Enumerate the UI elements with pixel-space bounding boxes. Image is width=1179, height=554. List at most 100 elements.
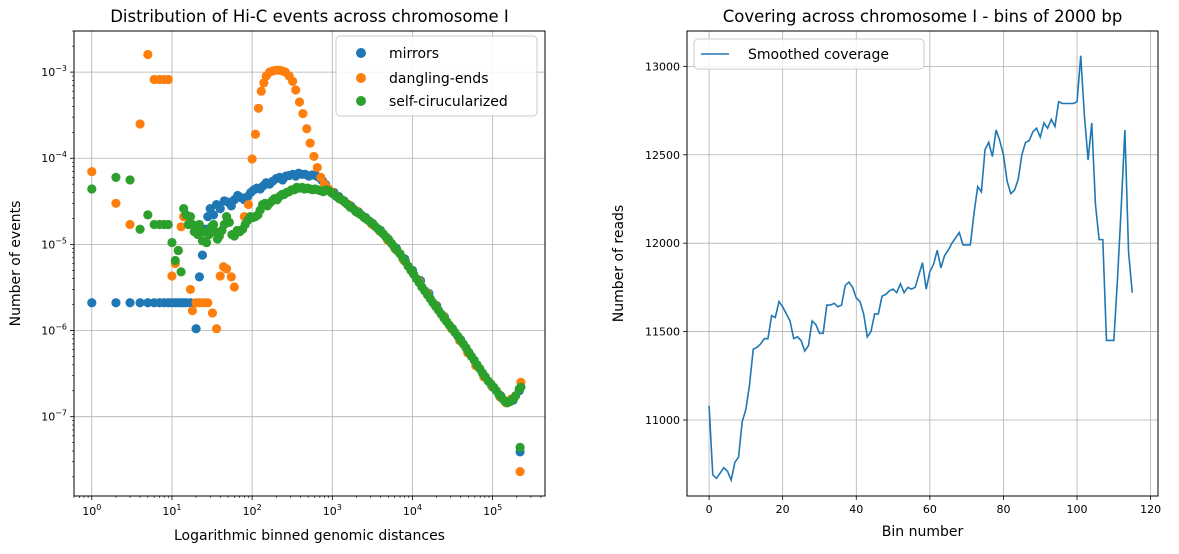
scatter-point-dangling-ends [226, 272, 236, 282]
scatter-point-self-circularized [163, 219, 173, 230]
scatter-point-dangling-ends [515, 467, 525, 477]
legend-marker-mirrors [356, 48, 366, 58]
scatter-point-dangling-ends [203, 298, 213, 308]
left-y-tick-label: 10−6 [41, 323, 67, 338]
right-legend-box [693, 38, 925, 70]
scatter-point-self-circularized [194, 219, 205, 230]
scatter-point-self-circularized [201, 237, 212, 248]
scatter-point-dangling-ends [176, 222, 186, 232]
hic-distribution-chart: 100 101 102 103 104 105 10−7 10−6 10−5 10−4 10−3 D… [8, 7, 546, 544]
legend-marker-dangling-ends [356, 73, 366, 83]
scatter-point-self-circularized [511, 391, 521, 401]
right-legend: Smoothed coverage [693, 38, 925, 70]
right-x-axis-label: Bin number [882, 524, 964, 540]
scatter-point-self-circularized [515, 442, 525, 452]
scatter-point-self-circularized [173, 245, 183, 256]
legend-label-smoothed-coverage: Smoothed coverage [748, 47, 889, 63]
scatter-point-dangling-ends [288, 76, 298, 86]
scatter-point-self-circularized [516, 382, 526, 392]
scatter-point-dangling-ends [215, 271, 225, 281]
right-x-tick-label: 120 [1140, 503, 1161, 516]
scatter-point-mirrors [194, 272, 205, 282]
scatter-point-self-circularized [125, 175, 135, 185]
scatter-point-mirrors [87, 298, 97, 308]
left-x-tick-label: 100 [82, 503, 101, 518]
left-x-tick-label: 104 [403, 503, 422, 518]
left-x-tick-label: 101 [162, 503, 181, 518]
scatter-point-dangling-ends [253, 103, 264, 113]
right-y-tick-label: 13000 [645, 60, 680, 73]
scatter-point-self-circularized [143, 210, 153, 220]
right-axes-frame [686, 30, 1159, 497]
left-legend-box [335, 35, 538, 117]
scatter-point-self-circularized [170, 255, 180, 266]
scatter-point-dangling-ends [294, 97, 305, 107]
left-y-tick-label: 10−4 [41, 150, 67, 165]
scatter-point-dangling-ends [143, 49, 153, 60]
scatter-point-dangling-ends [211, 324, 222, 334]
right-y-tick-label: 11500 [645, 326, 680, 339]
right-x-tick-label: 0 [706, 503, 713, 516]
left-y-axis-label: Number of events [8, 201, 24, 327]
scatter-point-mirrors [191, 324, 201, 334]
left-ticks: 100 101 102 103 104 105 10−7 10−6 10−5 10−4 10−3 [41, 30, 542, 518]
right-x-tick-label: 80 [996, 503, 1010, 516]
legend-label-mirrors: mirrors [389, 46, 439, 62]
left-x-tick-label: 102 [243, 503, 262, 518]
left-x-tick-label: 105 [483, 503, 502, 518]
scatter-point-dangling-ends [187, 306, 198, 316]
legend-marker-self-circularized [356, 96, 366, 106]
right-x-tick-label: 100 [1067, 503, 1088, 516]
scatter-point-dangling-ends [243, 199, 254, 210]
right-chart-title: Covering across chromosome I - bins of 2… [723, 7, 1123, 26]
left-scatter-points [87, 49, 526, 477]
scatter-point-dangling-ends [111, 198, 121, 208]
left-y-tick-label: 10−3 [41, 64, 67, 79]
left-y-tick-label: 10−7 [41, 409, 67, 424]
right-ticks: 0 20 40 60 80 100 120 11000 11500 12000 12500 13000 [645, 60, 1161, 516]
right-x-tick-label: 40 [849, 503, 863, 516]
scatter-point-mirrors [215, 204, 225, 214]
scatter-point-dangling-ends [163, 74, 173, 85]
scatter-point-dangling-ends [250, 129, 261, 139]
scatter-point-dangling-ends [316, 172, 326, 182]
scatter-point-mirrors [208, 210, 219, 220]
scatter-point-self-circularized [185, 212, 196, 222]
scatter-point-self-circularized [208, 219, 219, 230]
scatter-point-mirrors [143, 298, 153, 308]
legend-label-dangling-ends: dangling-ends [389, 71, 488, 87]
left-x-axis-label: Logarithmic binned genomic distances [174, 528, 445, 544]
scatter-point-self-circularized [111, 172, 121, 182]
scatter-point-dangling-ends [256, 86, 266, 96]
scatter-point-dangling-ends [309, 151, 319, 162]
scatter-point-self-circularized [224, 217, 234, 227]
scatter-point-dangling-ends [298, 108, 308, 119]
scatter-point-mirrors [111, 298, 121, 308]
scatter-point-dangling-ends [305, 138, 315, 148]
left-chart-title: Distribution of Hi-C events across chrom… [110, 7, 509, 26]
scatter-point-dangling-ends [135, 119, 145, 129]
scatter-point-dangling-ends [312, 162, 322, 173]
right-x-tick-label: 20 [776, 503, 790, 516]
right-x-tick-label: 60 [923, 503, 937, 516]
scatter-point-mirrors [125, 298, 135, 308]
scatter-point-dangling-ends [291, 85, 301, 95]
scatter-point-self-circularized [87, 184, 97, 194]
scatter-point-dangling-ends [87, 166, 97, 177]
scatter-point-dangling-ends [302, 124, 312, 134]
scatter-point-self-circularized [176, 267, 186, 277]
scatter-point-dangling-ends [167, 271, 177, 281]
left-x-tick-label: 103 [323, 503, 342, 518]
legend-label-self-circularized: self-cirucularized [389, 94, 508, 110]
scatter-point-self-circularized [135, 224, 145, 234]
scatter-point-mirrors [135, 298, 145, 308]
scatter-point-dangling-ends [247, 154, 257, 164]
scatter-point-dangling-ends [229, 282, 239, 292]
coverage-line [708, 55, 1134, 483]
left-legend: mirrors dangling-ends self-cirucularized [335, 35, 538, 117]
right-y-tick-label: 12000 [645, 237, 680, 250]
coverage-chart: 0 20 40 60 80 100 120 11000 11500 12000 12500 13000… [611, 7, 1161, 540]
scatter-point-dangling-ends [185, 284, 196, 295]
right-y-tick-label: 11000 [645, 414, 680, 427]
